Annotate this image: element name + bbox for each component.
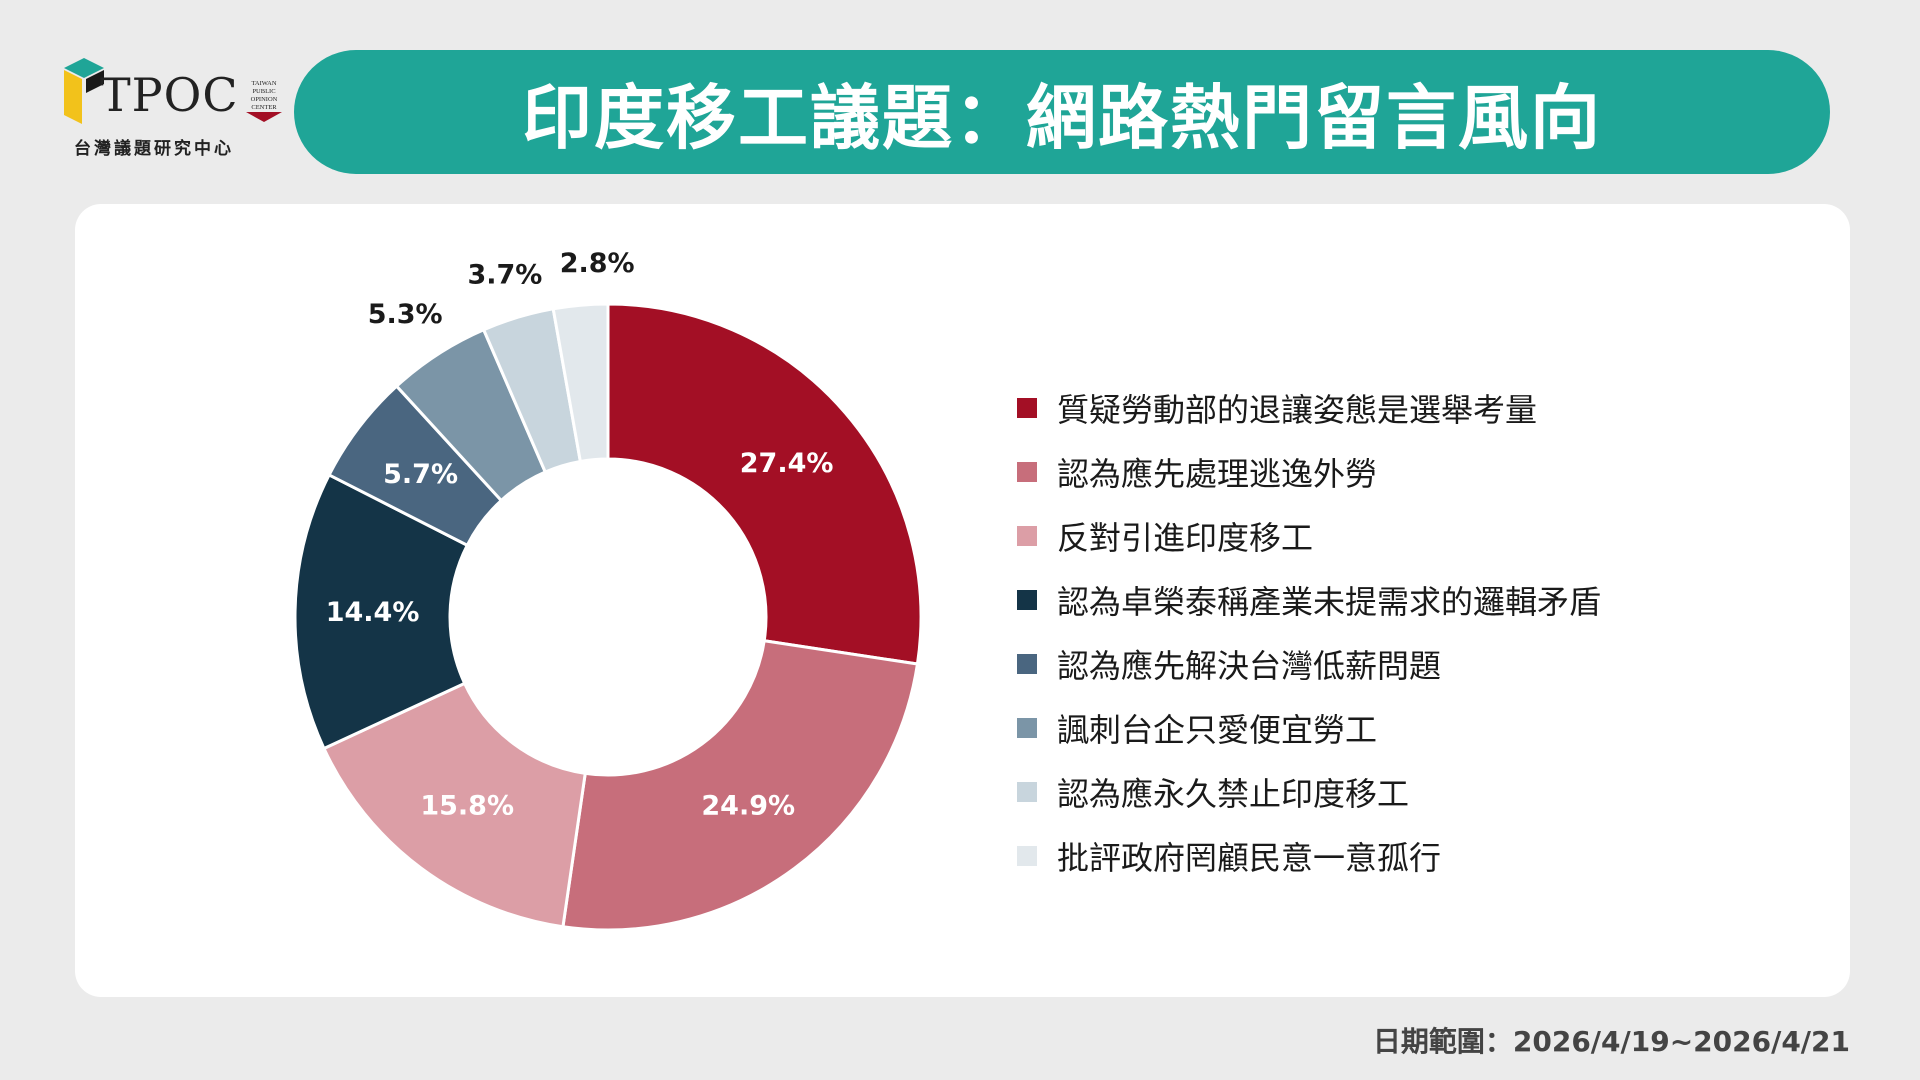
page-title: 印度移工議題：網路熱門留言風向 (522, 76, 1602, 159)
legend-label: 質疑勞動部的退讓姿態是選舉考量 (1057, 391, 1538, 429)
legend-swatch (1017, 846, 1037, 866)
slice-value-label-5: 5.7% (383, 459, 458, 490)
donut-slice-8 (551, 302, 610, 464)
donut-slice-4 (293, 472, 470, 751)
legend-label: 認為應先解決台灣低薪問題 (1057, 647, 1442, 685)
legend-item-3: 反對引進印度移工 (1017, 504, 1601, 568)
title-banner: 印度移工議題：網路熱門留言風向 (294, 50, 1830, 174)
legend-item-7: 認為應永久禁止印度移工 (1017, 760, 1601, 824)
legend-item-5: 認為應先解決台灣低薪問題 (1017, 632, 1601, 696)
donut-chart: 27.4% 24.9% 15.8% 14.4% 5.7% 5.3% 3.7% 2.8% (293, 248, 923, 932)
slice-value-label-1: 27.4% (740, 448, 834, 479)
slice-value-label-4: 14.4% (326, 597, 420, 628)
legend-label: 認為應永久禁止印度移工 (1057, 775, 1410, 813)
legend-swatch (1017, 462, 1037, 482)
logo: TPOC TAIWAN PUBLIC OPINION CENTER 台灣議題研究… (60, 52, 290, 162)
legend-label: 反對引進印度移工 (1057, 519, 1314, 557)
legend-label: 批評政府罔顧民意一意孤行 (1057, 839, 1442, 877)
legend-swatch (1017, 718, 1037, 738)
logo-badge: TAIWAN PUBLIC OPINION CENTER (246, 80, 282, 126)
donut-slice-1 (606, 302, 923, 666)
chart-card: 27.4% 24.9% 15.8% 14.4% 5.7% 5.3% 3.7% 2.8% 質疑勞… (75, 204, 1850, 997)
legend-swatch (1017, 654, 1037, 674)
legend-item-8: 批評政府罔顧民意一意孤行 (1017, 824, 1601, 888)
legend-swatch (1017, 526, 1037, 546)
slice-value-label-3: 15.8% (420, 790, 514, 821)
slice-value-label-8: 2.8% (560, 248, 635, 279)
chart-legend: 質疑勞動部的退讓姿態是選舉考量 認為應先處理逃逸外勞 反對引進印度移工認為卓榮泰稱產… (1017, 376, 1601, 888)
legend-label: 諷刺台企只愛便宜勞工 (1057, 711, 1378, 749)
legend-item-1: 質疑勞動部的退讓姿態是選舉考量 (1017, 376, 1601, 440)
legend-swatch (1017, 398, 1037, 418)
logo-mark-icon (64, 58, 104, 124)
legend-item-4: 認為卓榮泰稱產業未提需求的邏輯矛盾 (1017, 568, 1601, 632)
logo-subtitle: 台灣議題研究中心 (74, 139, 234, 159)
legend-swatch (1017, 782, 1037, 802)
donut-slice-3 (321, 681, 587, 929)
slice-value-label-7: 3.7% (467, 259, 542, 290)
donut-slice-2 (561, 639, 920, 932)
legend-item-2: 認為應先處理逃逸外勞 (1017, 440, 1601, 504)
legend-swatch (1017, 590, 1037, 610)
legend-item-6: 諷刺台企只愛便宜勞工 (1017, 696, 1601, 760)
legend-label: 認為應先處理逃逸外勞 (1057, 455, 1378, 493)
slice-value-label-6: 5.3% (368, 299, 443, 330)
legend-label: 認為卓榮泰稱產業未提需求的邏輯矛盾 (1057, 583, 1602, 621)
slice-value-label-2: 24.9% (701, 791, 795, 822)
logo-brand: TPOC (100, 68, 239, 122)
date-range: 日期範圍：2026/4/19~2026/4/21 (1372, 1025, 1850, 1058)
